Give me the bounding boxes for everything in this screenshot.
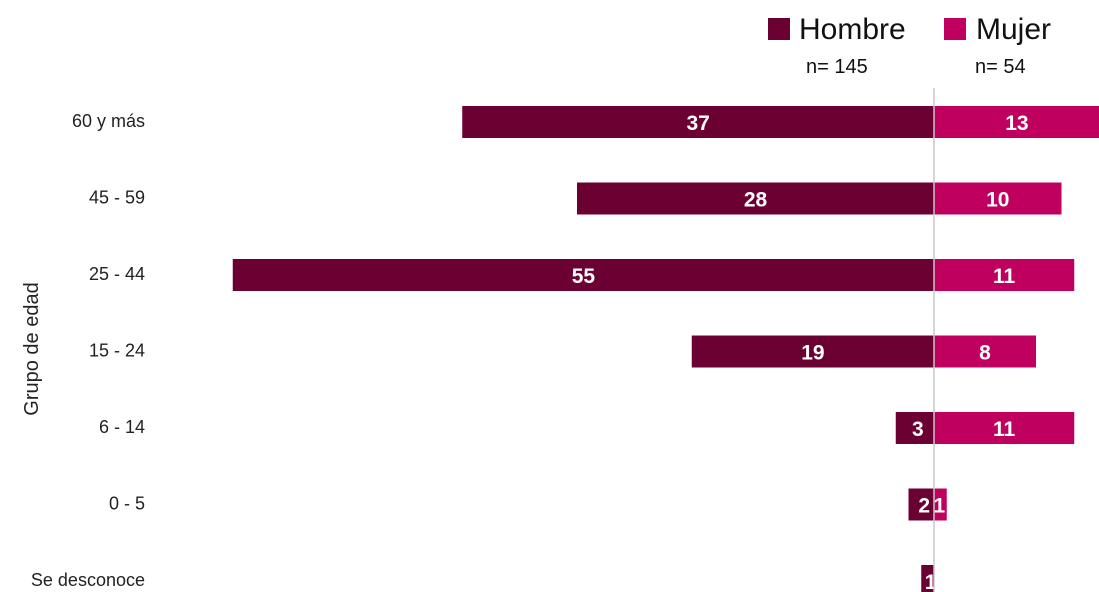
category-label: Se desconoce xyxy=(31,570,145,590)
data-label-hombre: 19 xyxy=(801,342,824,365)
data-label-hombre: 37 xyxy=(686,112,709,135)
category-label: 15 - 24 xyxy=(89,341,145,361)
bar-mujer xyxy=(934,259,1075,291)
bar-mujer xyxy=(934,106,1099,138)
data-label-hombre: 3 xyxy=(912,418,924,441)
y-axis-title: Grupo de edad xyxy=(21,282,43,415)
bar-mujer xyxy=(934,182,1062,215)
bar-hombre xyxy=(462,106,934,138)
data-label-mujer: 8 xyxy=(979,342,991,365)
legend-label-hombre: Hombre xyxy=(799,13,906,46)
bar-hombre xyxy=(232,259,934,291)
bar-hombre xyxy=(921,565,934,592)
data-label-mujer: 11 xyxy=(993,265,1016,288)
category-label: 25 - 44 xyxy=(89,264,145,284)
data-label-mujer: 10 xyxy=(986,189,1009,212)
legend-n-mujer: n= 54 xyxy=(975,56,1026,78)
category-label: 60 y más xyxy=(72,111,145,131)
bar-mujer xyxy=(934,488,947,521)
bar-mujer xyxy=(934,412,1075,444)
data-label-hombre: 2 xyxy=(918,495,930,518)
data-label-hombre: 28 xyxy=(744,189,768,212)
data-label-hombre: 55 xyxy=(572,265,596,288)
bar-hombre xyxy=(895,412,934,444)
category-label: 0 - 5 xyxy=(109,494,145,514)
data-label-mujer: 11 xyxy=(993,418,1016,441)
legend-swatch-hombre xyxy=(768,18,790,40)
bar-hombre xyxy=(577,182,934,215)
data-label-mujer: 1 xyxy=(934,495,946,518)
bar-hombre xyxy=(691,335,934,368)
bar-hombre xyxy=(908,488,934,521)
bar-mujer xyxy=(934,335,1036,368)
data-label-hombre: 1 xyxy=(925,571,937,592)
legend-swatch-mujer xyxy=(944,18,966,40)
legend-label-mujer: Mujer xyxy=(976,13,1051,46)
data-label-mujer: 13 xyxy=(1005,112,1028,135)
category-label: 6 - 14 xyxy=(99,417,145,437)
legend-n-hombre: n= 145 xyxy=(806,56,868,78)
category-label: 45 - 59 xyxy=(89,188,145,208)
